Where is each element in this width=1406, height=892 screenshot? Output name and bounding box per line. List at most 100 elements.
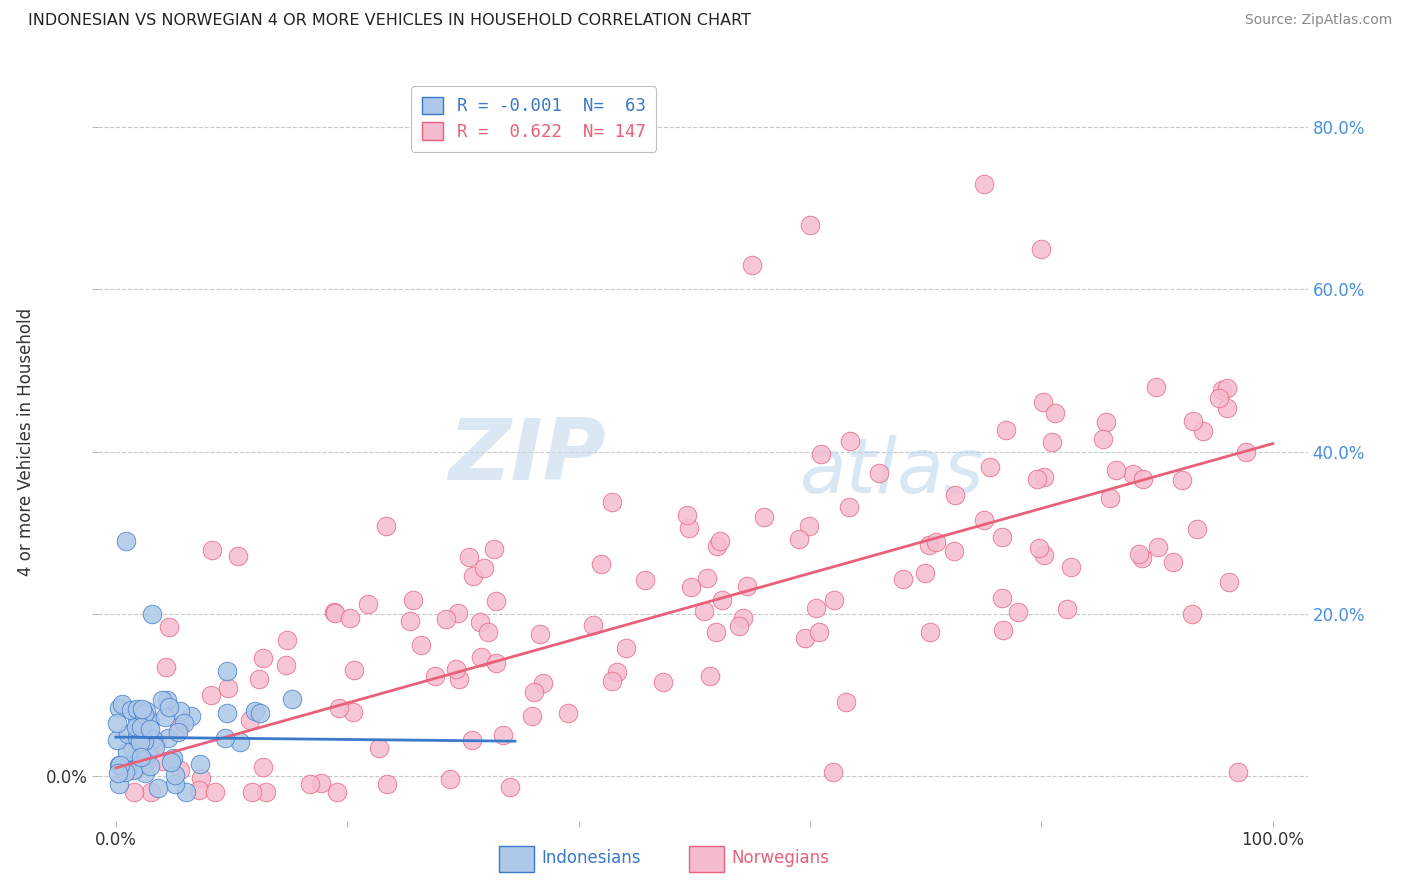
Point [374, 519, 396, 533]
Point [399, 615, 422, 629]
Point [482, 541, 505, 556]
Point [247, 672, 270, 686]
Point [523, 685, 546, 699]
Point [973, 177, 995, 191]
Point [995, 423, 1018, 437]
Point [711, 593, 734, 607]
Point [169, 763, 191, 777]
Point [728, 619, 751, 633]
Point [529, 627, 551, 641]
Point [343, 663, 366, 677]
Point [1181, 413, 1204, 427]
Point [823, 764, 845, 779]
Text: Norwegians: Norwegians [731, 849, 830, 867]
Point [254, 785, 277, 799]
Point [252, 760, 274, 774]
Point [131, 702, 153, 716]
Point [1032, 548, 1054, 562]
Point [706, 539, 728, 553]
Point [249, 706, 271, 720]
Point [108, 758, 131, 772]
Point [409, 639, 432, 653]
Point [134, 765, 156, 780]
Point [499, 780, 522, 795]
Point [160, 756, 183, 770]
Point [217, 681, 239, 696]
Point [1031, 242, 1053, 256]
Point [167, 721, 190, 735]
Point [110, 758, 132, 772]
Point [125, 720, 148, 734]
Point [1040, 435, 1063, 450]
Point [1128, 547, 1150, 561]
Point [446, 606, 468, 620]
Point [1216, 401, 1239, 415]
Point [124, 763, 146, 777]
Point [423, 669, 446, 683]
Point [180, 709, 202, 723]
Point [1185, 522, 1208, 536]
Point [1161, 555, 1184, 569]
Point [485, 656, 508, 670]
Point [120, 758, 142, 772]
Point [797, 518, 820, 533]
Point [1211, 383, 1233, 397]
Point [188, 757, 211, 772]
Point [323, 606, 346, 620]
Point [439, 772, 461, 786]
Point [139, 785, 162, 799]
Point [165, 777, 187, 791]
Point [589, 557, 612, 571]
Point [918, 538, 941, 552]
Point [141, 607, 163, 621]
Point [752, 509, 775, 524]
Point [461, 733, 484, 747]
Point [914, 566, 936, 580]
Point [1104, 463, 1126, 477]
Point [281, 692, 304, 706]
Point [676, 508, 699, 522]
Point [188, 783, 211, 797]
Point [127, 730, 149, 744]
Point [1122, 467, 1144, 481]
Point [991, 623, 1014, 637]
Point [115, 533, 138, 548]
Point [120, 703, 142, 717]
Point [357, 597, 380, 611]
FancyBboxPatch shape [689, 846, 724, 871]
Point [204, 785, 226, 799]
Point [214, 731, 236, 746]
Point [799, 218, 821, 232]
Point [943, 488, 966, 502]
Point [228, 735, 250, 749]
Point [1028, 541, 1050, 555]
Point [616, 640, 638, 655]
Point [891, 572, 914, 586]
Point [201, 542, 224, 557]
Point [152, 754, 174, 768]
Point [402, 593, 425, 607]
Point [299, 777, 322, 791]
Point [1095, 415, 1118, 429]
Point [145, 735, 167, 749]
Point [135, 705, 157, 719]
Point [531, 676, 554, 690]
Point [973, 513, 995, 527]
Point [491, 728, 513, 742]
Point [794, 631, 817, 645]
Point [477, 624, 499, 639]
Point [121, 741, 143, 756]
Point [704, 625, 727, 640]
Legend: R = -0.001  N=  63, R =  0.622  N= 147: R = -0.001 N= 63, R = 0.622 N= 147 [412, 87, 657, 152]
Point [157, 731, 180, 746]
Point [122, 785, 145, 799]
Point [651, 674, 673, 689]
Point [339, 611, 361, 625]
Point [457, 549, 479, 564]
Point [600, 673, 623, 688]
Point [117, 727, 139, 741]
Point [600, 495, 623, 509]
Point [122, 764, 145, 778]
Point [979, 460, 1001, 475]
Point [485, 593, 508, 607]
